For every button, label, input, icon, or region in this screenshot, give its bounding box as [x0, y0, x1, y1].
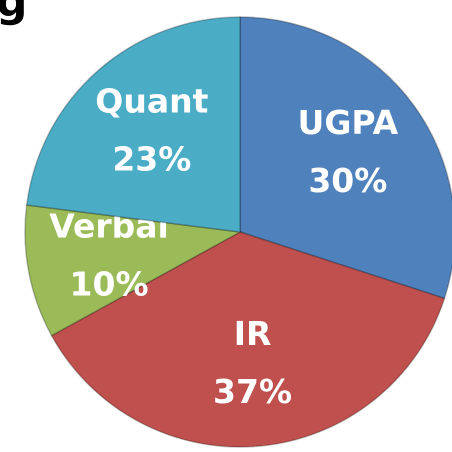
pie-slice: [24, 204, 243, 337]
slice-value: 37%: [213, 372, 292, 411]
slice-name: IR: [234, 314, 272, 353]
slice-value: 30%: [308, 161, 387, 200]
pie-slice: [239, 16, 452, 300]
pie-slice: [25, 16, 241, 233]
chart-title: g: [0, 0, 28, 27]
pie-slice: [50, 231, 446, 448]
slice-value: 10%: [70, 264, 149, 303]
slice-value: 23%: [112, 140, 191, 179]
slice-name: UGPA: [298, 103, 399, 142]
slice-name: Quant: [95, 82, 208, 121]
